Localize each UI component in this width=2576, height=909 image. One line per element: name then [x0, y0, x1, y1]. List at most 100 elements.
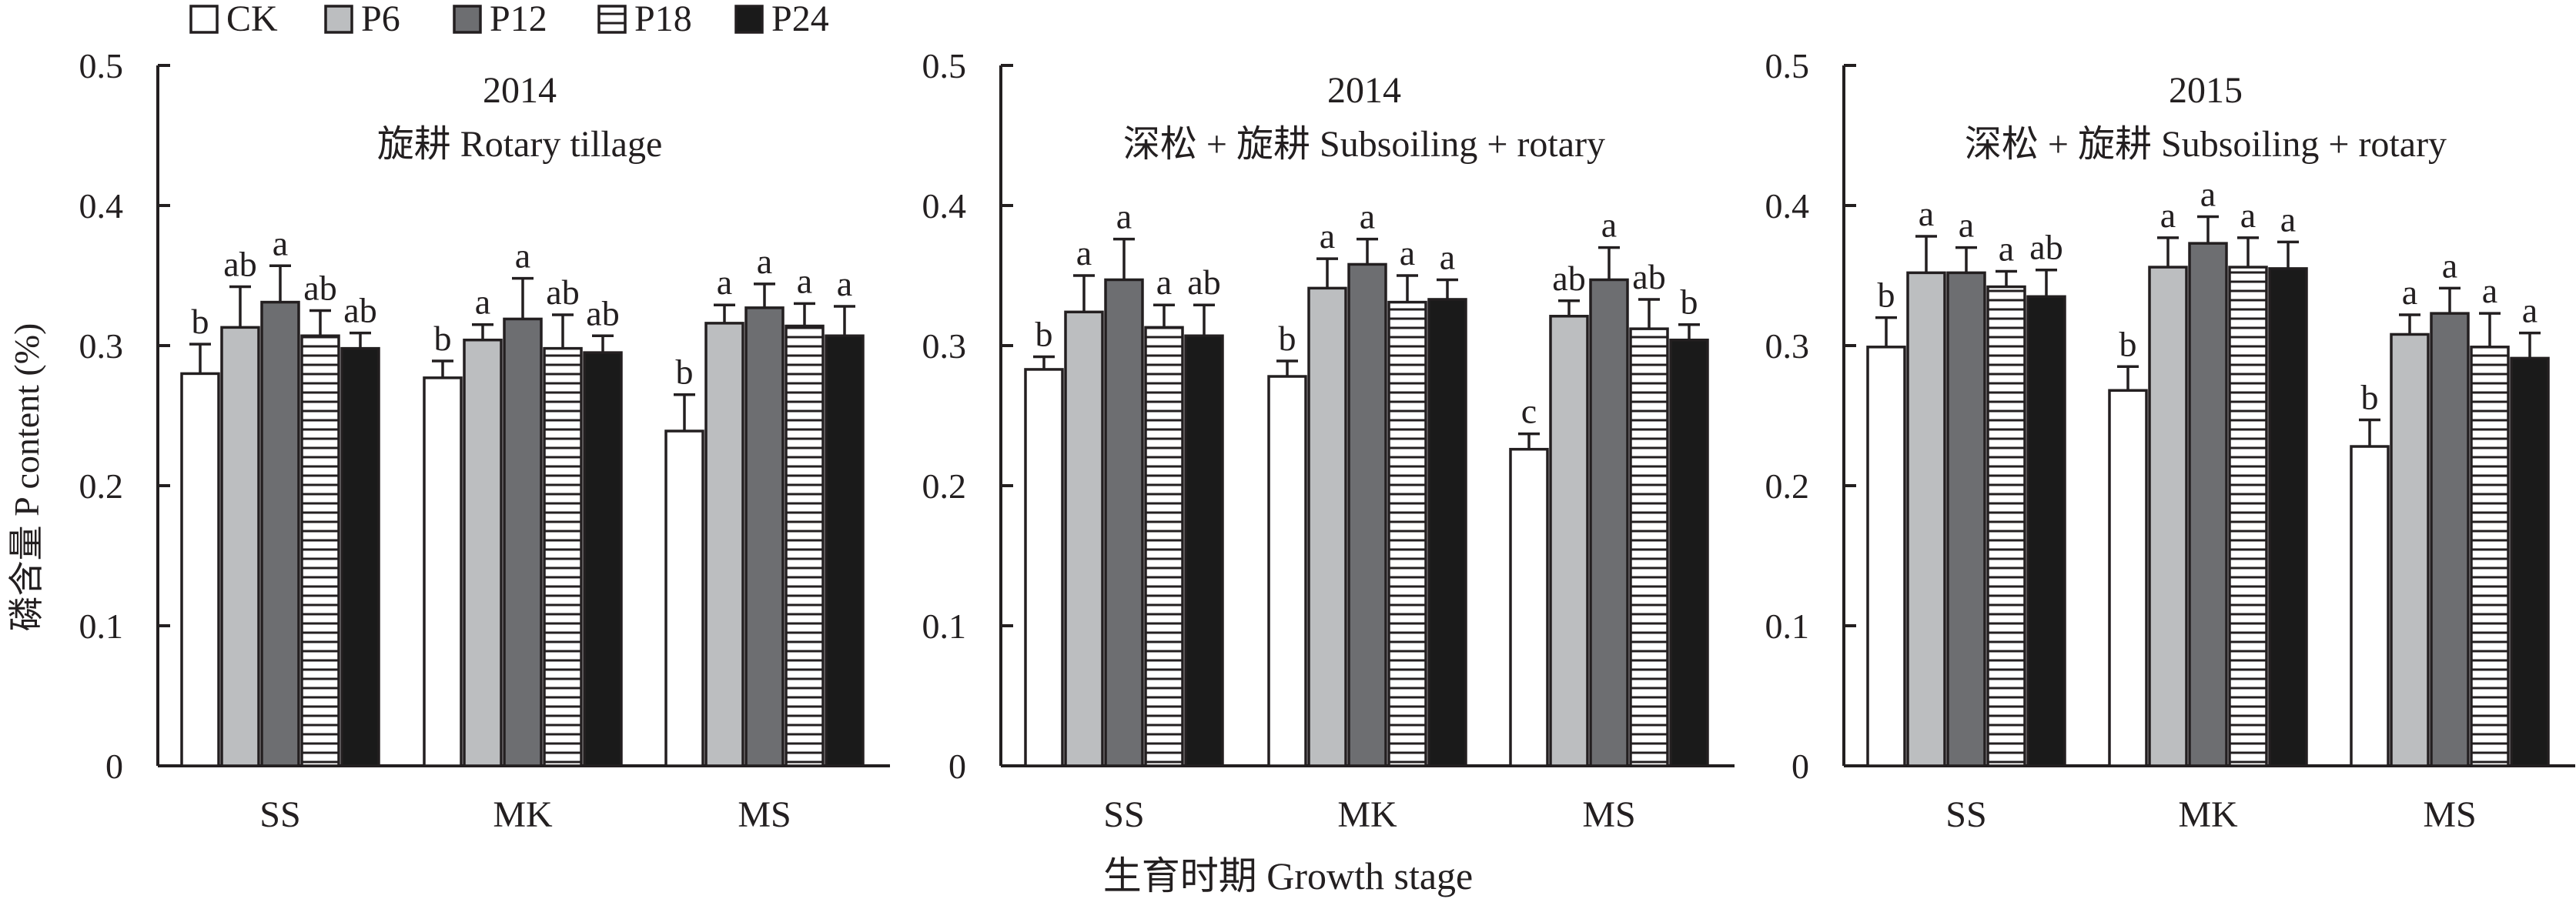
significance-letter: a: [1076, 233, 1092, 272]
bar-p24-ms: [825, 334, 865, 767]
panel-year-label: 2014: [483, 70, 557, 111]
legend-swatch-p6: [324, 5, 353, 34]
significance-letter: a: [1919, 194, 1934, 233]
significance-letter: a: [2442, 246, 2457, 285]
significance-letter: b: [1279, 319, 1296, 358]
bar-p12-ss: [260, 300, 300, 767]
significance-letter: a: [273, 223, 288, 262]
bar-p12-ss: [1104, 278, 1144, 767]
legend-label-ck: CK: [226, 0, 278, 39]
x-tick-label: MK: [2178, 794, 2238, 835]
bar-p6-ms: [704, 322, 744, 767]
y-axis-label: 磷含量 P content (%): [7, 323, 46, 632]
bar-p6-ms: [1549, 315, 1589, 767]
bar-p6-ss: [220, 326, 260, 767]
x-tick-label: MS: [2423, 794, 2476, 835]
bar-ck-ss: [180, 372, 220, 767]
x-tick-label: MS: [1582, 794, 1635, 835]
panel-1: 2014 旋耕 Rotary tillage 0 0.1 0.2 0.3 0.4 0.5 SS b…: [79, 46, 890, 835]
bar-p12-ms: [2430, 312, 2470, 767]
y-tick-label: 0.5: [922, 46, 967, 85]
bar-ck-mk: [2108, 389, 2148, 767]
significance-letter: b: [1878, 276, 1895, 315]
bar-p6-mk: [2148, 266, 2188, 767]
bar-ck-mk: [1267, 375, 1307, 767]
bar-p6-ss: [1064, 310, 1104, 767]
y-tick-label: 0: [105, 747, 123, 786]
bar-p6-ss: [1906, 271, 1946, 767]
y-tick-label: 0.5: [1765, 46, 1810, 85]
bar-ck-mk: [423, 376, 463, 767]
bar-p18-mk: [543, 346, 583, 767]
panel-2: 2014 深松 + 旋耕 Subsoiling + rotary 0 0.1 0.2 0.…: [922, 46, 1735, 835]
y-tick-label: 0.3: [922, 326, 967, 366]
bar-ck-ms: [2350, 445, 2390, 767]
panel-title: 旋耕 Rotary tillage: [377, 124, 663, 165]
significance-letter: a: [2280, 199, 2296, 239]
significance-letter: b: [2119, 324, 2137, 363]
significance-letter: b: [434, 319, 452, 358]
significance-letter: a: [1116, 197, 1132, 236]
significance-letter: ab: [343, 291, 376, 330]
chart-panels: 2014 旋耕 Rotary tillage 0 0.1 0.2 0.3 0.4 0.5 SS b…: [79, 46, 2575, 835]
y-tick-label: 0.3: [79, 326, 124, 366]
bar-p6-ms: [2390, 333, 2430, 767]
significance-letter: a: [2200, 175, 2216, 214]
legend-swatch-p12: [453, 5, 482, 34]
x-tick-label: SS: [259, 794, 300, 835]
bar-p6-mk: [1307, 286, 1347, 767]
bar-p18-ms: [785, 324, 825, 767]
y-tick-label: 0.1: [79, 607, 124, 646]
significance-letter: a: [1440, 237, 1455, 276]
bar-ck-ss: [1866, 346, 1906, 767]
significance-letter: ab: [546, 272, 579, 312]
significance-letter: ab: [1632, 257, 1665, 296]
y-tick-label: 0.4: [922, 186, 967, 226]
x-tick-label: SS: [1945, 794, 1986, 835]
significance-letter: b: [192, 302, 209, 341]
y-tick-label: 0.1: [922, 607, 967, 646]
significance-letter: a: [717, 262, 732, 302]
bar-ck-ms: [1509, 447, 1549, 767]
bar-p24-ss: [2026, 295, 2066, 767]
y-tick-label: 0.3: [1765, 326, 1810, 366]
significance-letter: ab: [303, 269, 336, 308]
bar-ck-ss: [1024, 368, 1064, 767]
legend-label-p24: P24: [771, 0, 829, 39]
significance-letter: a: [797, 261, 812, 300]
x-tick-label: SS: [1103, 794, 1144, 835]
legend-swatch-ck: [189, 5, 219, 34]
y-tick-label: 0: [1791, 747, 1809, 786]
legend-label-p12: P12: [490, 0, 547, 39]
bar-p18-ms: [1629, 327, 1669, 767]
significance-letter: a: [1360, 197, 1375, 236]
significance-letter: a: [2522, 291, 2538, 330]
significance-letter: b: [1035, 315, 1053, 354]
bar-p24-ms: [1669, 338, 1709, 767]
legend-label-p6: P6: [361, 0, 400, 39]
significance-letter: a: [1320, 216, 1335, 256]
bar-p12-ms: [1589, 278, 1629, 767]
bar-p12-mk: [1347, 262, 1387, 767]
panel-year-label: 2014: [1327, 70, 1401, 111]
significance-letter: a: [475, 282, 490, 322]
y-tick-label: 0: [948, 747, 966, 786]
legend-swatch-p18: [597, 5, 627, 34]
significance-letter: a: [2482, 271, 2497, 310]
legend: CK P6 P12 P18 P24: [189, 0, 829, 39]
significance-letter: a: [1400, 233, 1415, 272]
bar-p12-ss: [1946, 271, 1986, 767]
significance-letter: c: [1521, 392, 1537, 431]
panel-year-label: 2015: [2169, 70, 2243, 111]
significance-letter: a: [1601, 206, 1617, 245]
y-tick-label: 0.5: [79, 46, 124, 85]
significance-letter: ab: [223, 245, 256, 284]
significance-letter: a: [2402, 272, 2417, 312]
y-tick-label: 0.4: [1765, 186, 1810, 226]
y-tick-label: 0.2: [1765, 466, 1810, 506]
significance-letter: b: [1681, 282, 1698, 322]
bar-p6-mk: [463, 338, 503, 767]
legend-label-p18: P18: [634, 0, 692, 39]
bar-p18-mk: [2228, 266, 2268, 767]
x-tick-label: MK: [493, 794, 553, 835]
